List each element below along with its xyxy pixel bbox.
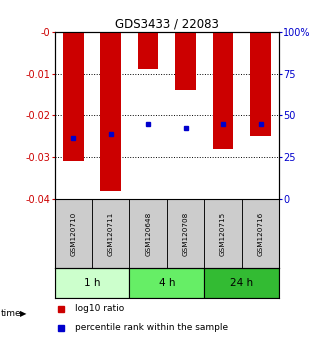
Text: GSM120648: GSM120648 (145, 212, 151, 256)
Bar (213, 32, 233, 149)
Bar (167, 199, 204, 268)
Bar (250, 32, 271, 136)
Text: GSM120715: GSM120715 (220, 212, 226, 256)
Bar (100, 32, 121, 190)
Text: percentile rank within the sample: percentile rank within the sample (75, 324, 228, 332)
Bar (55, 268, 129, 298)
Bar (138, 32, 159, 69)
Text: GSM120710: GSM120710 (70, 212, 76, 256)
Bar (92, 199, 129, 268)
Text: ▶: ▶ (20, 309, 27, 318)
Text: 4 h: 4 h (159, 278, 175, 288)
Text: GSM120708: GSM120708 (183, 212, 189, 256)
Bar (204, 268, 279, 298)
Bar (129, 199, 167, 268)
Title: GDS3433 / 22083: GDS3433 / 22083 (115, 18, 219, 31)
Bar (242, 199, 279, 268)
Bar (175, 32, 196, 90)
Bar (204, 199, 242, 268)
Bar (55, 199, 92, 268)
Bar (63, 32, 83, 161)
Text: 1 h: 1 h (84, 278, 100, 288)
Text: log10 ratio: log10 ratio (75, 304, 124, 313)
Bar (129, 268, 204, 298)
Text: time: time (1, 309, 22, 318)
Text: GSM120716: GSM120716 (257, 212, 264, 256)
Text: 24 h: 24 h (230, 278, 253, 288)
Text: GSM120711: GSM120711 (108, 212, 114, 256)
